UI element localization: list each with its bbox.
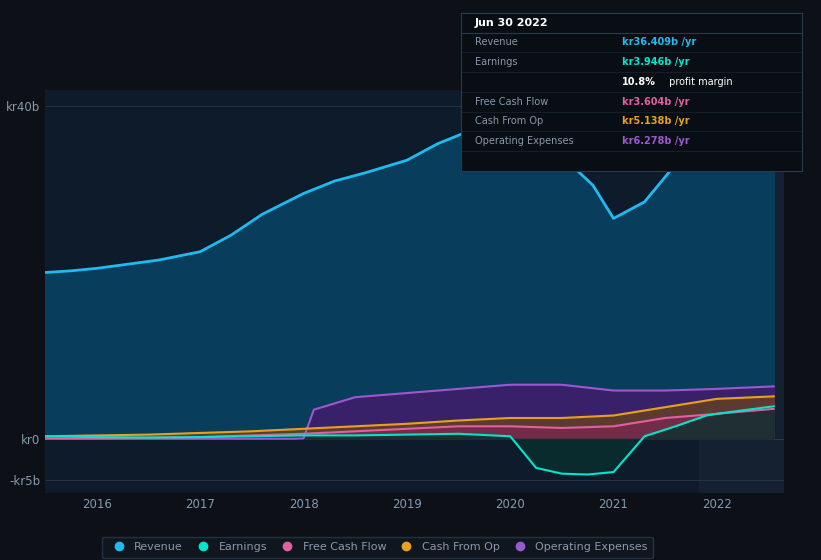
Text: Earnings: Earnings: [475, 57, 517, 67]
Bar: [45, 90, 699, 493]
Text: Revenue: Revenue: [475, 38, 518, 48]
Text: Free Cash Flow: Free Cash Flow: [475, 97, 548, 107]
Text: Cash From Op: Cash From Op: [475, 116, 544, 127]
Text: kr6.278b /yr: kr6.278b /yr: [621, 136, 689, 146]
Legend: Revenue, Earnings, Free Cash Flow, Cash From Op, Operating Expenses: Revenue, Earnings, Free Cash Flow, Cash …: [102, 536, 654, 558]
Text: kr36.409b /yr: kr36.409b /yr: [621, 38, 695, 48]
Text: kr5.138b /yr: kr5.138b /yr: [621, 116, 689, 127]
Bar: [699, 90, 784, 493]
Text: 10.8%: 10.8%: [621, 77, 655, 87]
Text: profit margin: profit margin: [666, 77, 732, 87]
Text: kr3.604b /yr: kr3.604b /yr: [621, 97, 689, 107]
Text: Operating Expenses: Operating Expenses: [475, 136, 574, 146]
Text: kr3.946b /yr: kr3.946b /yr: [621, 57, 689, 67]
Text: Jun 30 2022: Jun 30 2022: [475, 18, 548, 28]
